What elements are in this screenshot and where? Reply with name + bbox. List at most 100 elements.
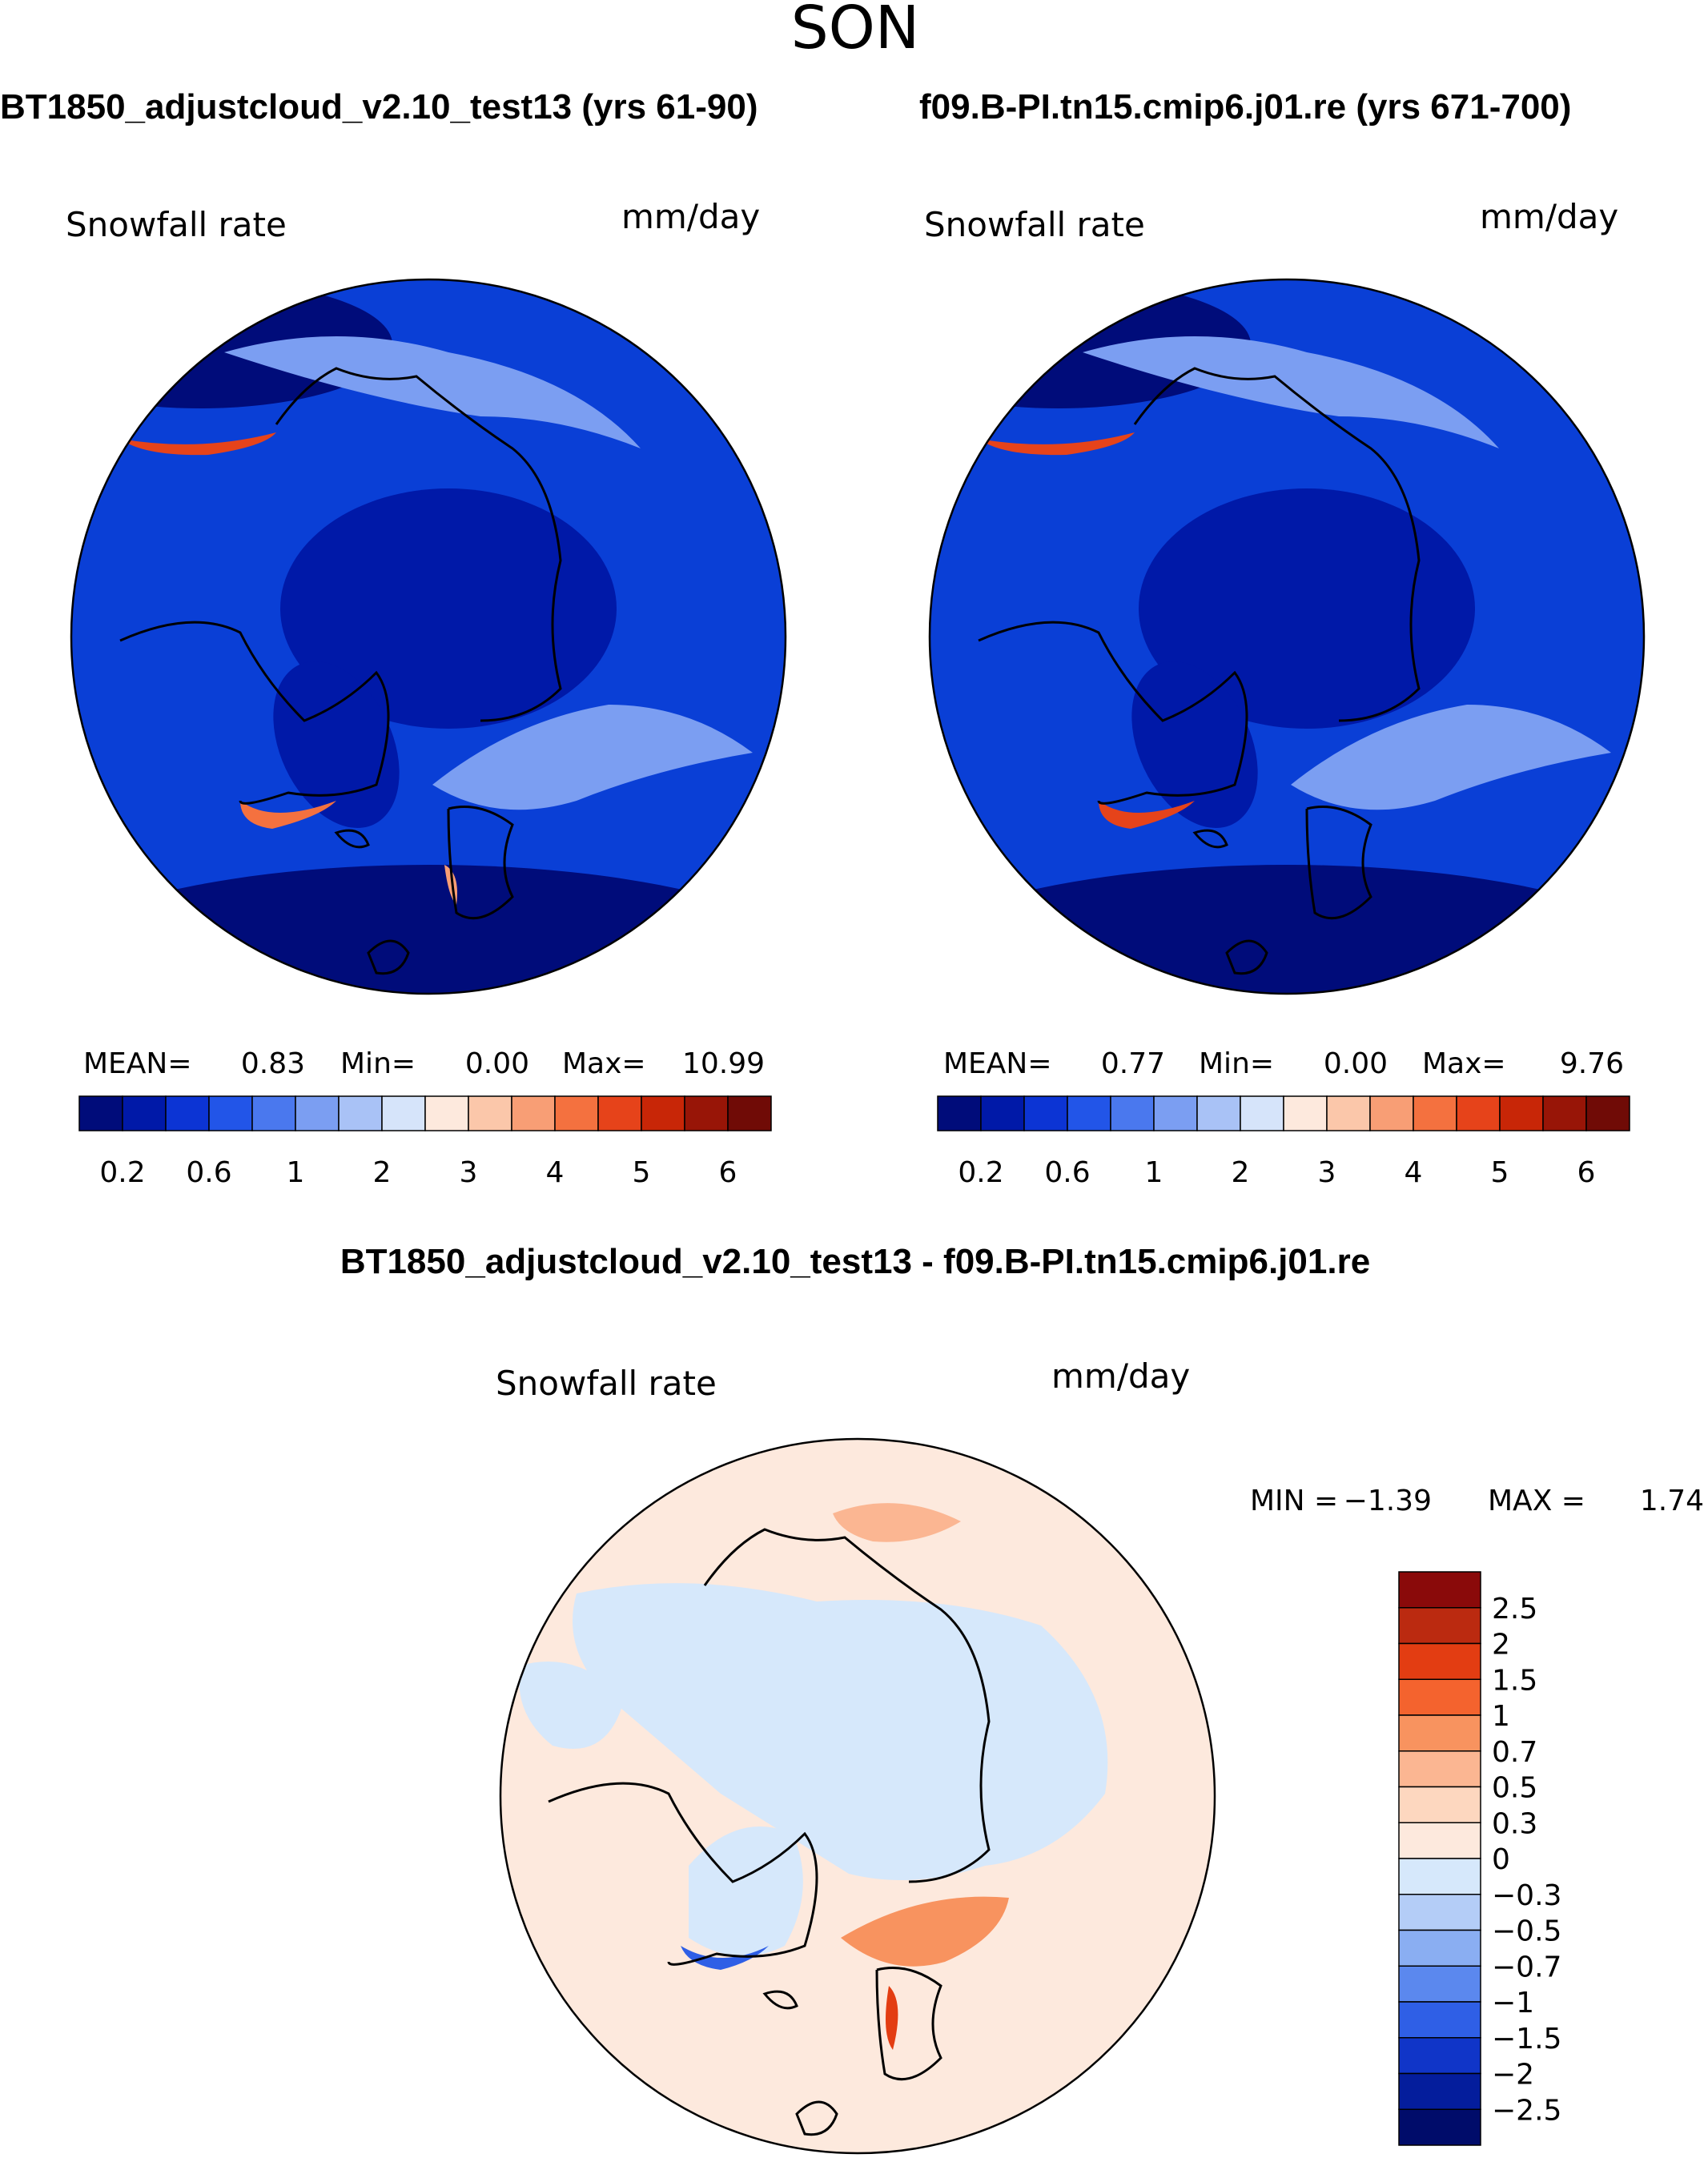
panel-control-colorbar-box-3 [1067, 1095, 1111, 1131]
panel-control-colorbar-tick-6: 5 [1491, 1156, 1509, 1189]
panel-case: BT1850_adjustcloud_v2.10_test13 (yrs 61-… [0, 87, 787, 1189]
panel-case-variable: Snowfall rate [66, 205, 287, 244]
panel-control-colorbar-tick-2: 1 [1145, 1156, 1163, 1189]
map-control-deep-south [930, 865, 1644, 994]
map-control-light-band2 [1291, 705, 1611, 810]
panel-control-colorbar-box-11 [1413, 1095, 1457, 1131]
panel-case-colorbar-tick-1: 0.6 [186, 1156, 231, 1189]
panel-control-max-label: Max= [1422, 1047, 1506, 1080]
map-difference-max [886, 1986, 898, 2050]
panel-control-min-label: Min= [1199, 1047, 1274, 1080]
panel-difference-colorbar-tick-2: 1.5 [1492, 1664, 1537, 1697]
map-case-alaska-max [120, 432, 276, 456]
panel-case-colorbar-box-11 [554, 1095, 599, 1131]
panel-control-variable: Snowfall rate [924, 205, 1145, 244]
panel-control-colorbar-box-10 [1369, 1095, 1414, 1131]
panel-case-stats: MEAN= 0.83 Min= 0.00 Max= 10.99 [83, 1047, 765, 1080]
map-case-light-band2 [432, 705, 753, 810]
panel-difference-colorbar-tick-6: 0.3 [1492, 1807, 1537, 1840]
panel-control-colorbar-box-14 [1542, 1095, 1587, 1131]
panel-case-colorbar-box-1 [122, 1095, 167, 1131]
map-control-border [928, 278, 1646, 995]
panel-difference-colorbar-box-11 [1398, 1965, 1481, 2003]
panel-case-mean-value: 0.83 [241, 1047, 305, 1080]
panel-case-colorbar-tick-3: 2 [373, 1156, 392, 1189]
map-case-hudson [273, 661, 400, 828]
panel-control-colorbar-box-15 [1585, 1095, 1630, 1131]
panel-case-min-label: Min= [340, 1047, 416, 1080]
panel-difference-colorbar-tick-8: −0.3 [1492, 1879, 1561, 1912]
panel-difference-colorbar-tick-4: 0.7 [1492, 1736, 1537, 1769]
panel-control-colorbar-box-6 [1196, 1095, 1241, 1131]
panel-control-mean-value: 0.77 [1101, 1047, 1165, 1080]
panel-difference-colorbar-box-3 [1398, 1678, 1481, 1716]
map-control-hudson [1131, 661, 1258, 828]
map-case-coastlines [119, 367, 562, 975]
map-control-labrador-max [1099, 801, 1195, 829]
panel-difference-colorbar-ticks: 2.521.510.70.50.30−0.3−0.5−0.7 −1 −1.5−2−2… [1492, 1593, 1561, 2128]
panel-difference-max-label: MAX = [1488, 1485, 1585, 1517]
panel-case-colorbar-tick-5: 4 [546, 1156, 565, 1189]
panel-case-units: mm/day [621, 197, 760, 236]
panel-case-colorbar-tick-0: 0.2 [99, 1156, 145, 1189]
panel-case-colorbar-box-3 [208, 1095, 253, 1131]
map-difference-positive-atlantic [841, 1896, 1009, 1967]
panel-difference-colorbar-box-8 [1398, 1858, 1481, 1895]
panel-case-mean-label: MEAN= [83, 1047, 192, 1080]
panel-case-colorbar-box-15 [727, 1095, 772, 1131]
map-control-alaska-max [979, 432, 1135, 456]
panel-difference-colorbar-tick-13: −2 [1492, 2059, 1534, 2092]
panel-case-colorbar-box-9 [468, 1095, 512, 1131]
panel-difference-stats: MIN = −1.39 MAX = 1.74 [1250, 1485, 1704, 1517]
panel-control-colorbar-box-8 [1283, 1095, 1328, 1131]
panel-difference-colorbar-tick-3: 1 [1492, 1700, 1510, 1733]
panel-case-colorbar-tick-4: 3 [460, 1156, 478, 1189]
panel-case-colorbar-box-0 [78, 1095, 123, 1131]
map-difference-border [499, 1437, 1216, 2155]
panel-control-colorbar-tick-1: 0.6 [1044, 1156, 1090, 1189]
panel-case-colorbar-box-13 [641, 1095, 685, 1131]
panel-difference-colorbar-tick-7: 0 [1492, 1843, 1510, 1876]
panel-case-colorbar-tick-6: 5 [633, 1156, 651, 1189]
panel-difference-colorbar-box-2 [1398, 1642, 1481, 1680]
panel-difference-colorbar-tick-0: 2.5 [1492, 1593, 1537, 1626]
panel-control-colorbar [937, 1095, 1630, 1131]
panel-difference-colorbar-box-1 [1398, 1607, 1481, 1645]
panel-control-stats: MEAN= 0.77 Min= 0.00 Max= 9.76 [943, 1047, 1624, 1080]
map-control-light-band [1083, 336, 1499, 448]
panel-difference-colorbar-box-5 [1398, 1750, 1481, 1788]
panel-control-colorbar-box-13 [1499, 1095, 1544, 1131]
map-control-arctic [1139, 488, 1475, 729]
map-control-coastlines [978, 367, 1421, 975]
map-difference-min [681, 1946, 769, 1970]
panel-control-colorbar-tick-7: 6 [1577, 1156, 1596, 1189]
map-difference-negative-west [519, 1662, 625, 1749]
panel-control-colorbar-box-0 [937, 1095, 982, 1131]
map-case-labrador-max [240, 801, 336, 829]
panel-difference-colorbar-box-10 [1398, 1929, 1481, 1967]
panel-case-max-value: 10.99 [682, 1047, 765, 1080]
panel-control-colorbar-tick-3: 2 [1232, 1156, 1250, 1189]
panel-case-max-label: Max= [562, 1047, 646, 1080]
panel-difference-colorbar-box-12 [1398, 2001, 1481, 2039]
panel-difference-colorbar-box-0 [1398, 1571, 1481, 1609]
panel-difference-colorbar-tick-12: −1.5 [1492, 2023, 1561, 2056]
panel-difference-colorbar-box-4 [1398, 1714, 1481, 1752]
panel-difference-units: mm/day [1051, 1356, 1190, 1396]
panel-difference-colorbar [1398, 1571, 1481, 2146]
panel-case-colorbar-box-10 [511, 1095, 556, 1131]
panel-control-title: f09.B-PI.tn15.cmip6.j01.re (yrs 671-700) [919, 87, 1571, 127]
panel-difference-map [499, 1437, 1216, 2155]
panel-case-title: BT1850_adjustcloud_v2.10_test13 (yrs 61-… [0, 87, 758, 127]
panel-control-colorbar-ticks: 0.2 0.6 1 2 3 4 5 6 [958, 1156, 1595, 1189]
panel-control-colorbar-box-9 [1326, 1095, 1371, 1131]
panel-control-colorbar-box-1 [980, 1095, 1025, 1131]
panel-difference-colorbar-box-15 [1398, 2108, 1481, 2146]
panel-case-colorbar-box-2 [165, 1095, 210, 1131]
map-case-arctic [280, 488, 617, 729]
panel-difference-colorbar-tick-5: 0.5 [1492, 1772, 1537, 1805]
panel-case-colorbar-box-14 [684, 1095, 729, 1131]
panel-difference-colorbar-tick-1: 2 [1492, 1629, 1510, 1662]
panel-control-colorbar-tick-4: 3 [1318, 1156, 1336, 1189]
